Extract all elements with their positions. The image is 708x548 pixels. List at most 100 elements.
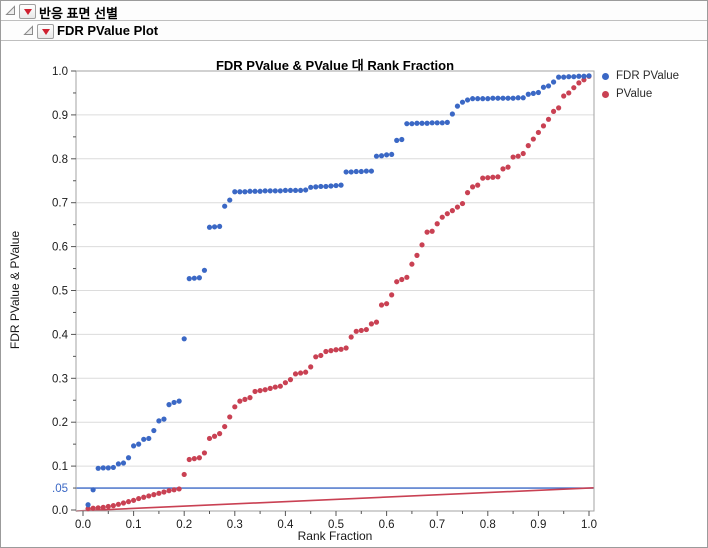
data-point-fdr-pvalue[interactable] [120, 460, 127, 466]
data-point-fdr-pvalue[interactable] [399, 136, 405, 143]
data-point-fdr-pvalue[interactable] [237, 189, 243, 195]
data-point-pvalue[interactable] [277, 383, 283, 389]
data-point-pvalue[interactable] [297, 370, 304, 376]
data-point-pvalue[interactable] [166, 488, 172, 494]
data-point-fdr-pvalue[interactable] [100, 465, 106, 471]
data-point-pvalue[interactable] [161, 489, 167, 495]
data-point-pvalue[interactable] [95, 505, 101, 511]
data-point-fdr-pvalue[interactable] [115, 461, 122, 467]
data-point-pvalue[interactable] [424, 229, 430, 235]
reference-line-bh-diagonal[interactable] [75, 486, 595, 512]
data-point-fdr-pvalue[interactable] [545, 83, 552, 89]
data-point-pvalue[interactable] [419, 242, 425, 248]
data-point-pvalue[interactable] [409, 261, 415, 267]
data-point-pvalue[interactable] [196, 455, 202, 461]
data-point-pvalue[interactable] [495, 174, 501, 180]
data-point-fdr-pvalue[interactable] [277, 188, 283, 194]
disclosure-triangle-icon[interactable] [23, 25, 34, 36]
data-point-fdr-pvalue[interactable] [444, 119, 450, 125]
data-point-pvalue[interactable] [313, 354, 319, 360]
data-point-fdr-pvalue[interactable] [313, 184, 319, 190]
data-point-fdr-pvalue[interactable] [586, 73, 592, 79]
data-point-pvalue[interactable] [120, 500, 127, 506]
data-point-pvalue[interactable] [520, 150, 526, 157]
data-point-fdr-pvalue[interactable] [196, 275, 202, 281]
data-point-pvalue[interactable] [206, 435, 213, 442]
data-point-fdr-pvalue[interactable] [95, 465, 101, 471]
data-point-fdr-pvalue[interactable] [262, 188, 268, 194]
data-point-pvalue[interactable] [146, 493, 152, 499]
data-point-pvalue[interactable] [222, 423, 228, 430]
data-point-fdr-pvalue[interactable] [110, 464, 116, 471]
data-point-pvalue[interactable] [368, 321, 375, 327]
data-point-fdr-pvalue[interactable] [495, 95, 501, 101]
data-point-pvalue[interactable] [131, 497, 137, 503]
data-point-fdr-pvalue[interactable] [404, 121, 410, 127]
data-point-pvalue[interactable] [176, 486, 182, 492]
data-point-fdr-pvalue[interactable] [257, 188, 263, 194]
data-point-fdr-pvalue[interactable] [171, 399, 177, 406]
data-point-fdr-pvalue[interactable] [338, 182, 344, 188]
data-point-pvalue[interactable] [227, 414, 233, 420]
data-point-fdr-pvalue[interactable] [303, 187, 309, 193]
data-point-fdr-pvalue[interactable] [485, 96, 491, 102]
data-point-pvalue[interactable] [373, 319, 380, 325]
data-point-pvalue[interactable] [303, 369, 309, 375]
data-point-fdr-pvalue[interactable] [556, 74, 562, 80]
data-point-fdr-pvalue[interactable] [434, 120, 440, 126]
data-point-fdr-pvalue[interactable] [530, 90, 536, 96]
data-point-fdr-pvalue[interactable] [247, 188, 253, 194]
data-point-fdr-pvalue[interactable] [525, 91, 531, 97]
data-point-pvalue[interactable] [394, 279, 400, 285]
data-point-pvalue[interactable] [434, 221, 440, 227]
data-point-fdr-pvalue[interactable] [409, 121, 415, 127]
data-point-fdr-pvalue[interactable] [156, 418, 162, 424]
data-point-pvalue[interactable] [186, 456, 192, 463]
data-point-fdr-pvalue[interactable] [454, 103, 461, 109]
data-point-pvalue[interactable] [449, 208, 455, 214]
data-point-fdr-pvalue[interactable] [323, 183, 329, 190]
data-point-pvalue[interactable] [171, 487, 177, 493]
data-point-fdr-pvalue[interactable] [297, 187, 304, 194]
data-point-pvalue[interactable] [318, 352, 324, 359]
data-point-pvalue[interactable] [429, 228, 435, 234]
data-point-fdr-pvalue[interactable] [353, 168, 359, 175]
red-triangle-menu-button[interactable] [37, 24, 54, 39]
data-point-pvalue[interactable] [267, 385, 273, 391]
data-point-fdr-pvalue[interactable] [151, 427, 157, 434]
data-point-fdr-pvalue[interactable] [282, 187, 288, 194]
data-point-pvalue[interactable] [561, 93, 567, 99]
data-point-fdr-pvalue[interactable] [272, 188, 278, 194]
data-point-pvalue[interactable] [272, 384, 278, 390]
data-point-pvalue[interactable] [490, 174, 496, 180]
data-point-pvalue[interactable] [470, 184, 476, 190]
data-point-pvalue[interactable] [464, 190, 471, 196]
data-point-fdr-pvalue[interactable] [490, 95, 496, 101]
data-point-pvalue[interactable] [136, 495, 142, 502]
data-point-pvalue[interactable] [85, 506, 91, 512]
data-point-pvalue[interactable] [252, 388, 258, 395]
data-point-pvalue[interactable] [201, 450, 208, 456]
data-point-pvalue[interactable] [576, 80, 582, 86]
data-point-pvalue[interactable] [545, 116, 552, 122]
data-point-fdr-pvalue[interactable] [242, 189, 248, 195]
data-point-pvalue[interactable] [343, 345, 349, 351]
data-point-fdr-pvalue[interactable] [292, 187, 299, 194]
data-point-pvalue[interactable] [353, 328, 359, 334]
data-point-fdr-pvalue[interactable] [333, 182, 339, 189]
data-point-fdr-pvalue[interactable] [510, 95, 516, 101]
data-point-fdr-pvalue[interactable] [267, 188, 273, 194]
data-point-fdr-pvalue[interactable] [566, 74, 572, 80]
data-point-fdr-pvalue[interactable] [206, 224, 213, 230]
data-point-pvalue[interactable] [333, 347, 339, 353]
data-point-fdr-pvalue[interactable] [464, 97, 471, 103]
data-point-fdr-pvalue[interactable] [414, 120, 420, 126]
data-point-fdr-pvalue[interactable] [429, 120, 435, 126]
data-point-fdr-pvalue[interactable] [571, 74, 577, 80]
data-point-fdr-pvalue[interactable] [136, 441, 142, 447]
data-point-pvalue[interactable] [323, 348, 329, 355]
data-point-fdr-pvalue[interactable] [222, 203, 228, 209]
data-point-fdr-pvalue[interactable] [475, 96, 481, 102]
data-point-pvalue[interactable] [115, 501, 122, 507]
data-point-fdr-pvalue[interactable] [146, 435, 152, 442]
